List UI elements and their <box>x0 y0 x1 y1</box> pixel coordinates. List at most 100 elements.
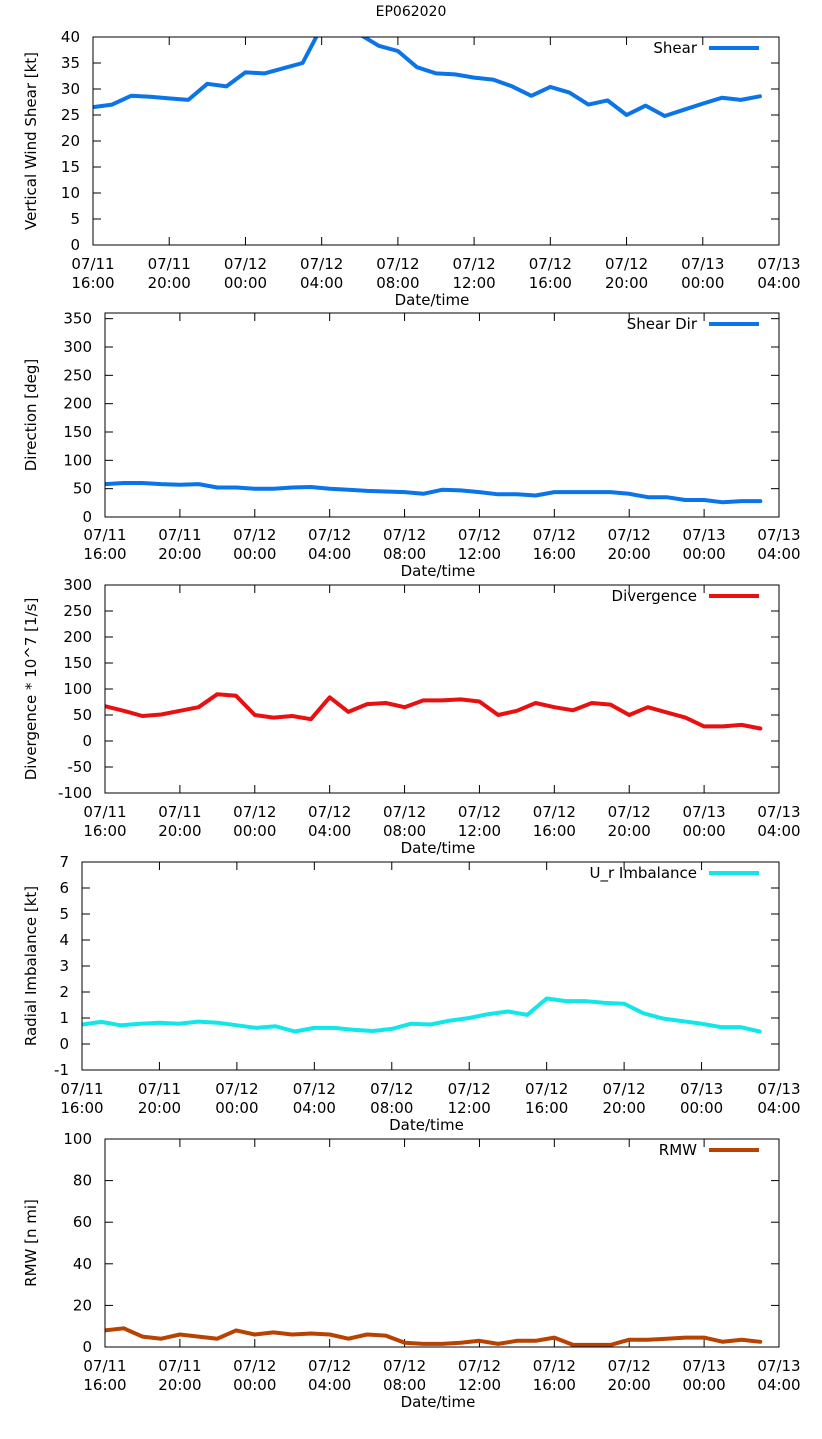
chart-panel-3: -100-5005010015020025030007/1116:0007/11… <box>22 576 801 857</box>
x-tick-label-time: 12:00 <box>448 1099 491 1117</box>
y-tick-label: 0 <box>82 732 92 750</box>
y-axis-label: Direction [deg] <box>22 359 40 472</box>
x-axis-label: Date/time <box>395 291 470 309</box>
x-tick-label-date: 07/12 <box>383 1357 426 1375</box>
y-tick-label: 40 <box>61 28 80 46</box>
y-tick-label: 0 <box>82 508 92 526</box>
figure-title: EP062020 <box>376 4 447 20</box>
x-tick-label-date: 07/12 <box>300 255 343 273</box>
y-tick-label: -100 <box>58 784 92 802</box>
x-tick-label-time: 16:00 <box>533 822 576 840</box>
x-tick-label-date: 07/11 <box>158 526 201 544</box>
x-tick-label-time: 20:00 <box>138 1099 181 1117</box>
x-tick-label-time: 20:00 <box>148 274 191 292</box>
y-tick-label: 0 <box>70 236 80 254</box>
y-tick-label: 250 <box>63 366 92 384</box>
x-tick-label-time: 00:00 <box>215 1099 258 1117</box>
x-tick-label-time: 04:00 <box>308 545 351 563</box>
x-tick-label-time: 20:00 <box>605 274 648 292</box>
y-tick-label: 6 <box>59 879 69 897</box>
y-tick-label: 0 <box>59 1035 69 1053</box>
x-tick-label-date: 07/11 <box>148 255 191 273</box>
x-tick-label-date: 07/11 <box>71 255 114 273</box>
y-tick-label: 100 <box>63 1130 92 1148</box>
y-tick-label: 150 <box>63 654 92 672</box>
x-tick-label-time: 20:00 <box>158 822 201 840</box>
x-tick-label-time: 20:00 <box>608 1376 651 1394</box>
x-tick-label-date: 07/11 <box>83 526 126 544</box>
x-tick-label-date: 07/11 <box>60 1080 103 1098</box>
x-tick-label-date: 07/12 <box>458 1357 501 1375</box>
x-tick-label-date: 07/11 <box>83 803 126 821</box>
x-tick-label-time: 00:00 <box>233 822 276 840</box>
chart-panel-5: 02040608010007/1116:0007/1120:0007/1200:… <box>22 1130 801 1411</box>
x-tick-label-time: 00:00 <box>680 1099 723 1117</box>
y-tick-label: 35 <box>61 54 80 72</box>
x-tick-label-date: 07/12 <box>533 526 576 544</box>
x-tick-label-date: 07/12 <box>605 255 648 273</box>
legend-label: RMW <box>659 1141 697 1159</box>
x-tick-label-date: 07/13 <box>682 803 725 821</box>
x-tick-label-time: 12:00 <box>458 545 501 563</box>
x-tick-label-date: 07/12 <box>529 255 572 273</box>
x-tick-label-time: 20:00 <box>602 1099 645 1117</box>
y-tick-label: 5 <box>59 905 69 923</box>
x-tick-label-date: 07/13 <box>757 526 800 544</box>
x-tick-label-time: 16:00 <box>533 545 576 563</box>
x-tick-label-time: 00:00 <box>224 274 267 292</box>
x-tick-label-date: 07/12 <box>308 803 351 821</box>
legend-label: U_r Imbalance <box>589 864 697 883</box>
y-tick-label: 25 <box>61 106 80 124</box>
x-tick-label-date: 07/12 <box>608 1357 651 1375</box>
x-tick-label-date: 07/12 <box>224 255 267 273</box>
y-tick-label: 50 <box>73 706 92 724</box>
y-tick-label: 300 <box>63 338 92 356</box>
y-tick-label: 100 <box>63 680 92 698</box>
series-line-shear-dir <box>105 481 763 505</box>
chart-panel-2: 05010015020025030035007/1116:0007/1120:0… <box>22 310 801 580</box>
x-tick-label-date: 07/12 <box>458 526 501 544</box>
x-tick-label-time: 04:00 <box>308 1376 351 1394</box>
legend-label: Divergence <box>612 587 697 605</box>
x-axis-label: Date/time <box>401 562 476 580</box>
x-tick-label-time: 04:00 <box>757 1376 800 1394</box>
x-tick-label-time: 04:00 <box>308 822 351 840</box>
y-axis-label: RMW [n mi] <box>22 1199 40 1287</box>
y-tick-label: 20 <box>73 1296 92 1314</box>
y-tick-label: 300 <box>63 576 92 594</box>
x-tick-label-time: 04:00 <box>293 1099 336 1117</box>
x-tick-label-time: 08:00 <box>376 274 419 292</box>
x-tick-label-time: 16:00 <box>83 822 126 840</box>
x-tick-label-time: 16:00 <box>533 1376 576 1394</box>
y-tick-label: 350 <box>63 310 92 328</box>
x-tick-label-date: 07/12 <box>233 1357 276 1375</box>
panels: 051015202530354007/1116:0007/1120:0007/1… <box>22 28 801 1411</box>
x-tick-label-time: 16:00 <box>71 274 114 292</box>
x-tick-label-date: 07/12 <box>458 803 501 821</box>
x-axis-label: Date/time <box>389 1116 464 1134</box>
y-tick-label: 200 <box>63 628 92 646</box>
y-tick-label: 20 <box>61 132 80 150</box>
x-tick-label-time: 04:00 <box>757 1099 800 1117</box>
legend-label: Shear <box>653 39 697 57</box>
y-tick-label: -1 <box>54 1061 69 1079</box>
x-tick-label-time: 16:00 <box>60 1099 103 1117</box>
y-tick-label: 15 <box>61 158 80 176</box>
x-tick-label-date: 07/12 <box>383 526 426 544</box>
series-line-rmw <box>105 1326 763 1347</box>
x-tick-label-date: 07/12 <box>533 1357 576 1375</box>
x-tick-label-date: 07/12 <box>233 803 276 821</box>
x-tick-label-time: 00:00 <box>233 545 276 563</box>
x-tick-label-time: 08:00 <box>370 1099 413 1117</box>
y-tick-label: 7 <box>59 853 69 871</box>
x-tick-label-time: 00:00 <box>682 545 725 563</box>
x-tick-label-time: 12:00 <box>458 1376 501 1394</box>
x-tick-label-date: 07/13 <box>757 255 800 273</box>
x-tick-label-time: 20:00 <box>158 1376 201 1394</box>
plot-frame <box>104 1138 780 1348</box>
x-tick-label-time: 04:00 <box>300 274 343 292</box>
y-axis-label: Radial Imbalance [kt] <box>22 886 40 1046</box>
y-tick-label: 60 <box>73 1213 92 1231</box>
y-axis-label: Divergence * 10^7 [1/s] <box>22 598 40 781</box>
